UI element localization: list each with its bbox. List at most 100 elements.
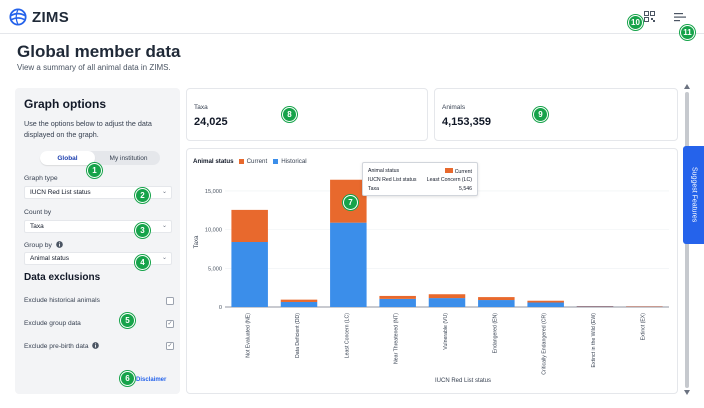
marker-6: 6 <box>120 371 135 386</box>
bar-current <box>379 295 416 299</box>
marker-10: 10 <box>628 15 643 30</box>
x-tick-label: Extinct in the Wild (EW) <box>591 313 597 368</box>
chart-legend: Animal status Current Historical <box>193 158 307 165</box>
menu-icon[interactable] <box>674 12 686 22</box>
y-tick-label: 0 <box>219 305 222 311</box>
legend-current-label[interactable]: Current <box>246 158 268 165</box>
bar-historical <box>428 298 466 307</box>
exclude-historical-label: Exclude historical animals <box>24 297 100 304</box>
y-tick-label: 5,000 <box>208 266 222 272</box>
bar-current <box>478 297 515 301</box>
scroll-down-icon[interactable] <box>684 390 690 395</box>
legend-historical-swatch <box>273 159 279 164</box>
count-by-value: Taxa <box>30 223 44 230</box>
group-by-label: Group by <box>24 241 63 249</box>
exclude-group-row[interactable]: Exclude group data ✓ <box>24 320 174 330</box>
marker-11: 11 <box>680 25 695 40</box>
app-name: ZIMS <box>32 8 70 26</box>
y-tick-label: 10,000 <box>205 228 222 234</box>
marker-8: 8 <box>282 107 297 122</box>
taxa-value: 24,025 <box>194 116 228 128</box>
tooltip-category-label: IUCN Red List status <box>368 177 417 183</box>
chevron-down-icon: ⌄ <box>161 189 167 195</box>
marker-4: 4 <box>135 255 150 270</box>
bar-historical <box>527 302 564 307</box>
x-tick-label: Extinct (EX) <box>640 313 646 341</box>
legend-current-swatch <box>238 159 244 164</box>
page-subtitle: View a summary of all animal data in ZIM… <box>17 63 171 72</box>
bar-current <box>231 209 268 242</box>
tooltip-metric: Taxa <box>368 186 379 192</box>
x-tick-label: Vulnerable (VU) <box>443 313 449 350</box>
bar-historical <box>330 222 367 307</box>
scope-toggle: Global My institution <box>40 151 160 165</box>
group-by-value: Animal status <box>30 255 70 262</box>
data-exclusions-title: Data exclusions <box>24 272 101 283</box>
marker-1: 1 <box>87 163 102 178</box>
count-by-label: Count by <box>24 209 52 216</box>
graph-options-panel: Graph options Use the options below to a… <box>15 88 180 394</box>
x-tick-label: Data Deficient (DD) <box>295 313 301 358</box>
marker-2: 2 <box>135 188 150 203</box>
exclude-prebirth-checkbox[interactable]: ✓ <box>166 342 174 350</box>
exclude-historical-checkbox[interactable] <box>166 297 174 305</box>
tooltip-series: Current <box>445 168 472 175</box>
taxa-label: Taxa <box>194 104 208 111</box>
info-icon[interactable] <box>56 241 63 248</box>
toggle-my-institution[interactable]: My institution <box>109 154 148 162</box>
bar-current <box>280 299 318 302</box>
taxa-card: Taxa 24,025 <box>186 88 428 141</box>
exclude-group-label: Exclude group data <box>24 320 81 327</box>
x-tick-label: Least Concern (LC) <box>344 313 350 359</box>
exclude-prebirth-label: Exclude pre-birth data <box>24 343 89 350</box>
zims-logo[interactable]: ZIMS <box>9 8 69 26</box>
x-tick-label: Near Threatened (NT) <box>394 313 400 364</box>
x-tick-label: Not Evaluated (NE) <box>246 313 252 358</box>
y-tick-label: 15,000 <box>205 189 222 195</box>
qr-code-icon[interactable] <box>644 11 655 22</box>
bar-chart: 0 5,000 10,000 15,000 Taxa Not Evaluated (NE)… <box>194 179 669 384</box>
y-axis-label: Taxa <box>194 235 200 248</box>
info-icon[interactable] <box>92 342 100 349</box>
chevron-down-icon: ⌄ <box>161 223 167 229</box>
bar-historical <box>576 306 614 307</box>
suggest-features-label: Suggest Features <box>690 167 698 223</box>
exclude-prebirth-row[interactable]: Exclude pre-birth data ✓ <box>24 342 174 352</box>
bar-historical <box>478 300 515 307</box>
x-tick-label: Endangered (EN) <box>492 313 498 354</box>
graph-type-value: IUCN Red List status <box>30 189 91 196</box>
top-bar: ZIMS <box>0 0 704 34</box>
disclaimer-link[interactable]: Disclaimer <box>136 377 167 383</box>
graph-type-label: Graph type <box>24 175 58 182</box>
marker-9: 9 <box>533 107 548 122</box>
tooltip-category: Least Concern (LC) <box>426 177 472 183</box>
x-axis-label: IUCN Red List status <box>435 378 491 384</box>
bar-current <box>428 294 466 299</box>
globe-icon <box>9 8 27 26</box>
animals-value: 4,153,359 <box>442 116 491 128</box>
scroll-up-icon[interactable] <box>684 84 690 89</box>
bar-current <box>527 300 564 303</box>
group-by-label-text: Group by <box>24 242 52 249</box>
animals-card: Animals 4,153,359 <box>434 88 678 141</box>
suggest-features-tab[interactable] <box>683 146 704 244</box>
animals-label: Animals <box>442 104 466 111</box>
bar-historical <box>379 298 416 307</box>
bar-current <box>576 306 614 307</box>
marker-7: 7 <box>343 195 358 210</box>
bar-current <box>626 306 663 307</box>
chart-card: Animal status Current Historical 0 5,000 1… <box>186 148 678 394</box>
bar-historical <box>231 242 268 307</box>
graph-options-title: Graph options <box>24 97 106 111</box>
chart-tooltip: Animal status Current IUCN Red List stat… <box>362 162 478 196</box>
toggle-global[interactable]: Global <box>40 151 95 165</box>
page-title: Global member data <box>17 42 181 61</box>
chevron-down-icon: ⌄ <box>161 255 167 261</box>
exclude-historical-row[interactable]: Exclude historical animals <box>24 297 174 307</box>
legend-title: Animal status <box>193 158 234 165</box>
marker-5: 5 <box>120 313 135 328</box>
tooltip-title: Animal status <box>368 168 400 174</box>
bar-historical <box>280 301 318 307</box>
legend-historical-label[interactable]: Historical <box>281 158 307 165</box>
exclude-group-checkbox[interactable]: ✓ <box>166 320 174 328</box>
